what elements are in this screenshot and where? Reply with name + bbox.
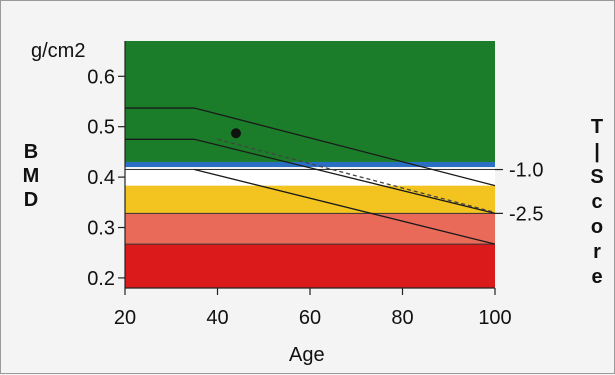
right-axis-label-letter: T bbox=[591, 116, 603, 138]
band-white bbox=[125, 169, 495, 186]
patient-point bbox=[231, 128, 241, 139]
axes: 0.2 0.3 0.4 0.5 0.6 20 40 60 80 100 -1.0 -2.5 bbox=[87, 41, 543, 329]
unit-label: g/cm2 bbox=[31, 40, 85, 62]
right-axis-label-letter: o bbox=[591, 216, 603, 238]
t-score-tick-label: -1.0 bbox=[509, 160, 543, 182]
reference-curve-3 bbox=[194, 168, 496, 245]
reference-curve-2 bbox=[125, 138, 496, 215]
x-tick-label: 40 bbox=[206, 307, 228, 329]
right-axis-label-letter: S bbox=[590, 166, 603, 188]
band-yellow bbox=[125, 185, 495, 214]
band-blue-line bbox=[125, 161, 495, 168]
y-tick-label: 0.6 bbox=[87, 66, 115, 88]
right-axis-label-letter: | bbox=[594, 141, 600, 163]
y-axis-label-letter: D bbox=[24, 189, 38, 211]
band-red bbox=[125, 244, 495, 288]
y-tick-label: 0.3 bbox=[87, 218, 115, 240]
y-tick-label: 0.5 bbox=[87, 117, 115, 139]
right-axis-label-letter: c bbox=[591, 191, 602, 213]
x-tick-label: 80 bbox=[391, 307, 413, 329]
band-dark-green bbox=[125, 41, 495, 162]
y-axis-label: BMD bbox=[23, 141, 40, 211]
band-salmon bbox=[125, 213, 495, 245]
x-tick-label: 60 bbox=[299, 307, 321, 329]
reference-curve-4 bbox=[217, 138, 496, 214]
t-score-tick-label: -2.5 bbox=[509, 203, 543, 225]
right-axis-label-letter: e bbox=[591, 266, 602, 288]
risk-bands bbox=[125, 41, 495, 288]
reference-curve-1 bbox=[125, 107, 496, 187]
right-axis-label-letter: r bbox=[593, 241, 601, 263]
x-tick-label: 20 bbox=[114, 307, 136, 329]
y-axis-label-letter: B bbox=[24, 141, 38, 163]
y-tick-label: 0.4 bbox=[87, 167, 115, 189]
x-axis-label: Age bbox=[289, 344, 325, 366]
x-tick-label: 100 bbox=[478, 307, 511, 329]
reference-curves bbox=[125, 107, 496, 245]
y-tick-label: 0.2 bbox=[87, 268, 115, 290]
y-axis-label-letter: M bbox=[23, 165, 40, 187]
